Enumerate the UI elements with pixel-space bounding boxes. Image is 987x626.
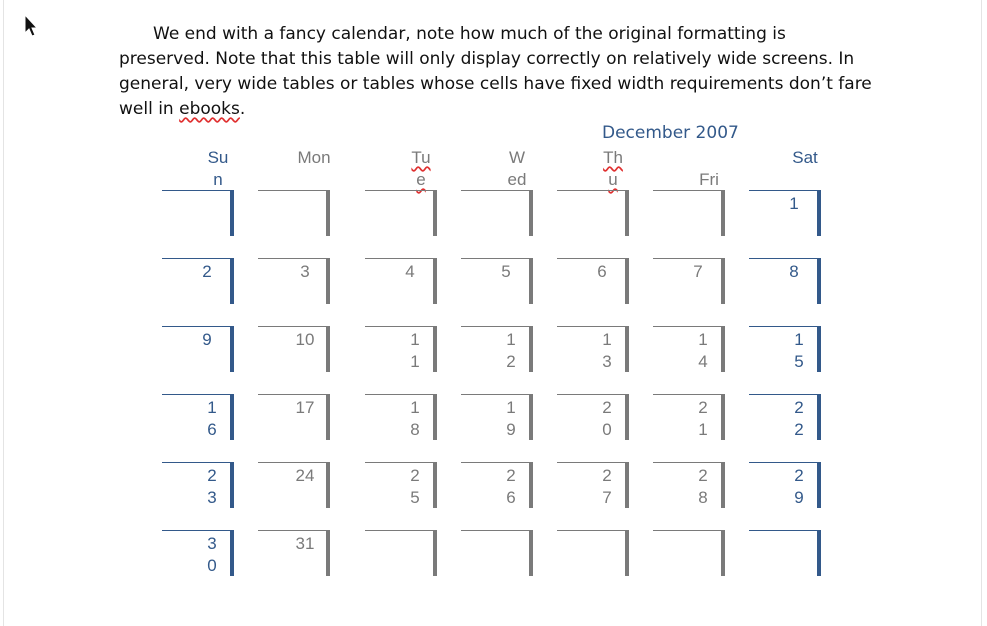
day-number: 11 [410,330,420,371]
day-number: 22 [794,398,804,439]
day-number: 23 [207,466,217,507]
calendar-day-cell [461,190,533,236]
calendar-day-cell: 15 [749,326,821,372]
calendar-day-cell [653,190,725,236]
calendar-day-cell: 25 [365,462,437,508]
calendar-day-cell: 31 [258,530,330,576]
day-number: 6 [597,262,607,281]
calendar-day-cell [365,190,437,236]
day-number: 8 [789,262,799,281]
calendar-day-cell: 9 [162,326,234,372]
calendar-day-cell: 23 [162,462,234,508]
weekday-header-mon: Mon [297,148,331,167]
calendar-day-cell: 1 [749,190,821,236]
day-number: 3 [300,262,310,281]
calendar-day-cell: 26 [461,462,533,508]
calendar-day-cell: 6 [557,258,629,304]
calendar-day-cell: 14 [653,326,725,372]
day-number: 14 [698,330,708,371]
page-border [3,0,982,626]
day-number: 31 [295,534,315,553]
day-number: 1 [789,194,799,213]
body-paragraph: We end with a fancy calendar, note how m… [119,22,879,122]
calendar-day-cell: 29 [749,462,821,508]
calendar-day-cell [365,530,437,576]
calendar-day-cell [557,530,629,576]
calendar-day-cell: 3 [258,258,330,304]
calendar-day-cell: 24 [258,462,330,508]
calendar-caption: December 2007 [602,123,739,143]
calendar-day-cell [258,190,330,236]
calendar-day-cell: 17 [258,394,330,440]
calendar-day-cell: 19 [461,394,533,440]
day-number: 19 [506,398,516,439]
day-number: 21 [698,398,708,439]
day-number: 27 [602,466,612,507]
calendar-day-cell [749,530,821,576]
day-number: 17 [295,398,315,417]
day-number: 13 [602,330,612,371]
calendar-day-cell [557,190,629,236]
calendar-day-cell: 30 [162,530,234,576]
calendar-day-cell: 21 [653,394,725,440]
calendar-day-cell [162,190,234,236]
day-number: 25 [410,466,420,507]
calendar-day-cell: 20 [557,394,629,440]
calendar-day-cell: 27 [557,462,629,508]
calendar-day-cell: 7 [653,258,725,304]
calendar-day-cell: 13 [557,326,629,372]
mouse-cursor-icon [24,14,38,37]
calendar-day-cell: 8 [749,258,821,304]
calendar-day-cell [461,530,533,576]
day-number: 26 [506,466,516,507]
calendar-day-cell: 2 [162,258,234,304]
day-number: 18 [410,398,420,439]
calendar-day-cell: 4 [365,258,437,304]
calendar-day-cell: 5 [461,258,533,304]
calendar-day-cell: 12 [461,326,533,372]
calendar-day-cell: 18 [365,394,437,440]
day-number: 12 [506,330,516,371]
day-number: 28 [698,466,708,507]
weekday-header-fri: Fri [699,170,719,189]
paragraph-text: . [239,99,246,119]
calendar-day-cell: 16 [162,394,234,440]
weekday-header-wed: Wed [507,148,527,189]
day-number: 2 [202,262,212,281]
day-number: 20 [602,398,612,439]
day-number: 24 [295,466,315,485]
calendar-day-cell [653,530,725,576]
calendar-day-cell: 11 [365,326,437,372]
day-number: 7 [693,262,703,281]
day-number: 16 [207,398,217,439]
misspelled-word: ebooks [179,99,240,119]
day-number: 10 [295,330,315,349]
day-number: 5 [501,262,511,281]
day-number: 4 [405,262,415,281]
calendar-day-cell: 28 [653,462,725,508]
day-number: 15 [794,330,804,371]
day-number: 29 [794,466,804,507]
weekday-header-thu: Thu [603,148,623,189]
paragraph-text: We end with a fancy calendar, note how m… [119,24,872,119]
calendar-day-cell: 22 [749,394,821,440]
day-number: 30 [207,534,217,575]
calendar-day-cell: 10 [258,326,330,372]
weekday-header-tue: Tue [411,148,431,189]
weekday-header-sun: Sun [207,148,229,189]
day-number: 9 [202,330,212,349]
weekday-header-sat: Sat [792,148,818,167]
